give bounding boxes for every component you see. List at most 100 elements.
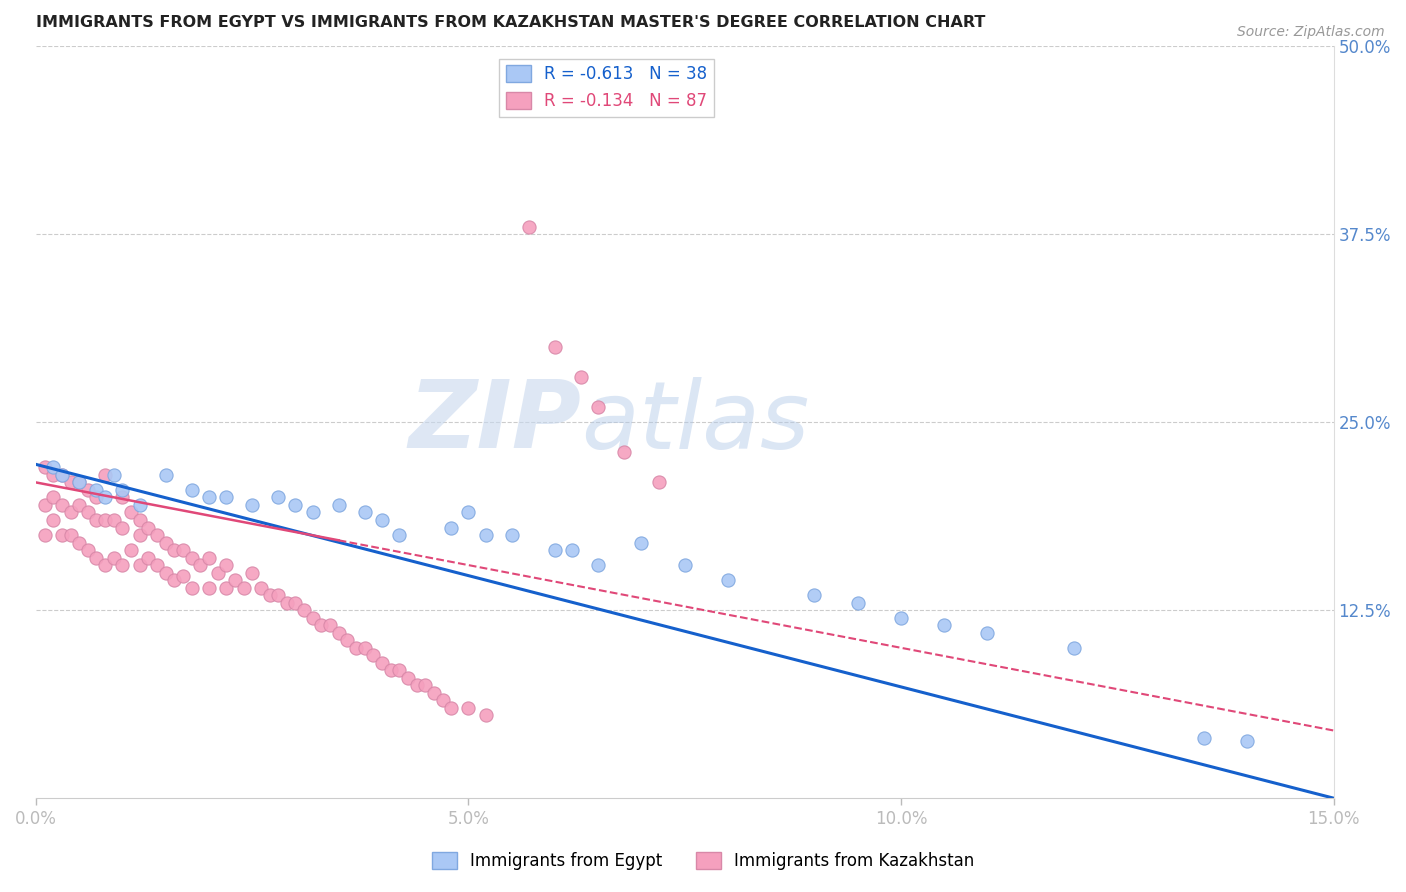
- Text: IMMIGRANTS FROM EGYPT VS IMMIGRANTS FROM KAZAKHSTAN MASTER'S DEGREE CORRELATION : IMMIGRANTS FROM EGYPT VS IMMIGRANTS FROM…: [37, 15, 986, 30]
- Point: [353, 506, 375, 520]
- Point: [544, 543, 567, 558]
- Point: [42, 491, 65, 505]
- Point: [128, 558, 150, 573]
- Point: [388, 664, 411, 678]
- Point: [103, 513, 125, 527]
- Legend: Immigrants from Egypt, Immigrants from Kazakhstan: Immigrants from Egypt, Immigrants from K…: [425, 845, 981, 877]
- Point: [215, 581, 238, 595]
- Point: [413, 678, 436, 692]
- Point: [544, 340, 567, 354]
- Point: [163, 543, 186, 558]
- Point: [276, 596, 298, 610]
- Point: [328, 625, 350, 640]
- Point: [120, 506, 142, 520]
- Point: [128, 498, 150, 512]
- Text: Source: ZipAtlas.com: Source: ZipAtlas.com: [1237, 25, 1385, 39]
- Point: [76, 543, 98, 558]
- Point: [51, 467, 73, 482]
- Point: [103, 550, 125, 565]
- Point: [163, 573, 186, 587]
- Point: [128, 513, 150, 527]
- Point: [67, 475, 90, 490]
- Point: [501, 528, 523, 542]
- Point: [207, 566, 229, 580]
- Point: [344, 640, 367, 655]
- Point: [371, 656, 394, 670]
- Point: [34, 460, 56, 475]
- Point: [240, 498, 263, 512]
- Point: [1236, 734, 1258, 748]
- Point: [717, 573, 740, 587]
- Point: [59, 528, 82, 542]
- Point: [561, 543, 583, 558]
- Point: [803, 588, 825, 602]
- Point: [188, 558, 211, 573]
- Point: [250, 581, 273, 595]
- Point: [457, 506, 479, 520]
- Point: [172, 568, 194, 582]
- Point: [111, 491, 134, 505]
- Point: [474, 708, 496, 723]
- Point: [155, 566, 177, 580]
- Point: [155, 535, 177, 549]
- Point: [336, 633, 359, 648]
- Point: [198, 581, 221, 595]
- Point: [292, 603, 315, 617]
- Point: [240, 566, 263, 580]
- Point: [42, 513, 65, 527]
- Point: [198, 550, 221, 565]
- Point: [59, 475, 82, 490]
- Point: [301, 506, 323, 520]
- Point: [51, 498, 73, 512]
- Point: [388, 528, 411, 542]
- Point: [630, 535, 652, 549]
- Point: [474, 528, 496, 542]
- Point: [42, 460, 65, 475]
- Point: [180, 550, 202, 565]
- Point: [380, 664, 402, 678]
- Point: [111, 558, 134, 573]
- Point: [67, 475, 90, 490]
- Point: [42, 467, 65, 482]
- Point: [284, 498, 307, 512]
- Point: [34, 528, 56, 542]
- Point: [86, 483, 108, 497]
- Point: [517, 219, 540, 234]
- Point: [94, 513, 117, 527]
- Point: [934, 618, 956, 632]
- Point: [648, 475, 671, 490]
- Point: [224, 573, 246, 587]
- Point: [396, 671, 419, 685]
- Point: [51, 528, 73, 542]
- Point: [146, 558, 169, 573]
- Point: [111, 520, 134, 534]
- Point: [319, 618, 342, 632]
- Point: [215, 491, 238, 505]
- Point: [120, 543, 142, 558]
- Point: [284, 596, 307, 610]
- Point: [34, 498, 56, 512]
- Point: [353, 640, 375, 655]
- Point: [328, 498, 350, 512]
- Point: [146, 528, 169, 542]
- Point: [138, 520, 160, 534]
- Point: [86, 550, 108, 565]
- Point: [267, 491, 290, 505]
- Point: [94, 467, 117, 482]
- Point: [86, 513, 108, 527]
- Point: [501, 77, 523, 91]
- Point: [371, 513, 394, 527]
- Point: [86, 491, 108, 505]
- Point: [1192, 731, 1215, 745]
- Point: [1063, 640, 1085, 655]
- Point: [76, 506, 98, 520]
- Point: [232, 581, 254, 595]
- Point: [198, 491, 221, 505]
- Point: [440, 701, 463, 715]
- Point: [155, 467, 177, 482]
- Point: [267, 588, 290, 602]
- Point: [440, 520, 463, 534]
- Point: [180, 581, 202, 595]
- Point: [976, 625, 998, 640]
- Point: [59, 506, 82, 520]
